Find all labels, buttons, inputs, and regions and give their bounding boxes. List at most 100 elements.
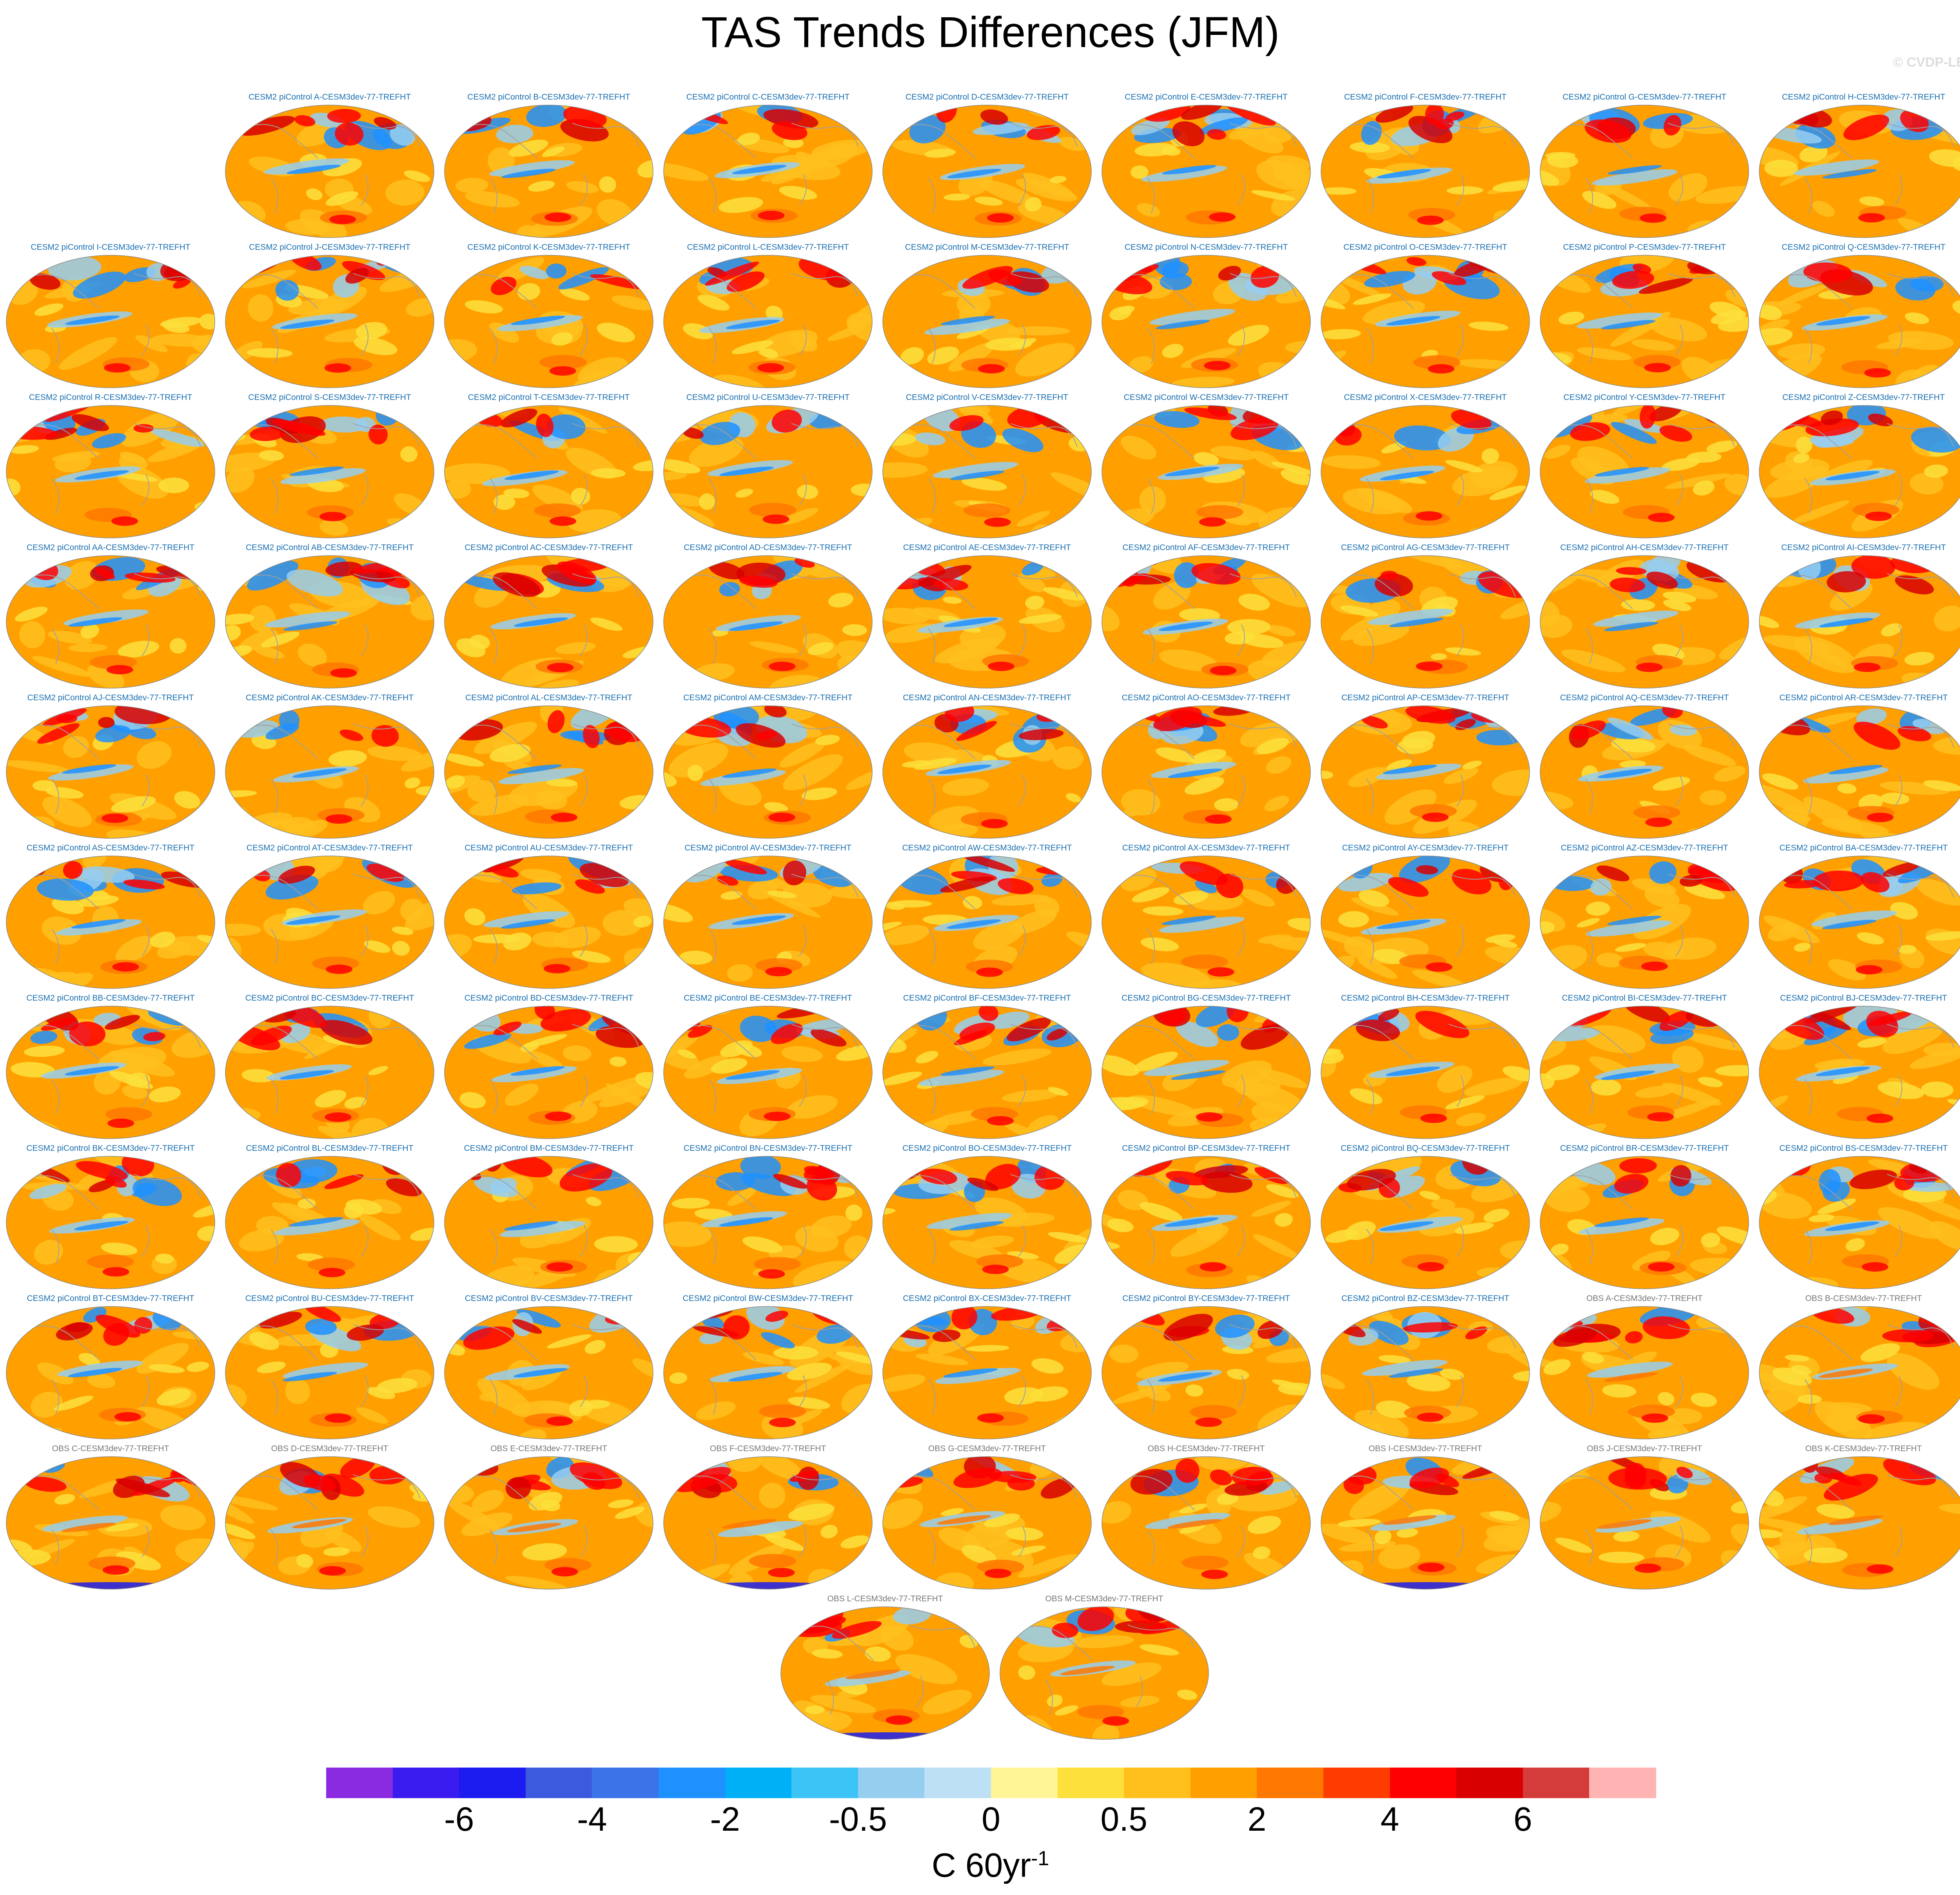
- map-region-pacific-core: [286, 915, 341, 925]
- map-outline: [444, 405, 653, 538]
- map-region-yellow: [590, 617, 622, 631]
- map-region-light: [749, 641, 799, 654]
- map-region-warm: [345, 268, 369, 284]
- map-region-light: [6, 1466, 23, 1481]
- map-coastlines: [1123, 1474, 1297, 1565]
- map-region-light: [1321, 213, 1334, 229]
- map-region-pacific-core: [728, 621, 783, 631]
- map-region-warm: [1670, 1165, 1691, 1187]
- map-region-warm: [1218, 266, 1241, 281]
- map-region-pacific-tongue: [264, 158, 350, 175]
- map-region-yellow: [32, 780, 56, 791]
- map-outline: [1102, 1306, 1311, 1439]
- world-map: [225, 856, 434, 989]
- map-region-light: [417, 517, 434, 534]
- world-map: [225, 555, 434, 689]
- map-region-yellow: [1325, 1229, 1358, 1243]
- map-region-pacific-tongue: [1141, 165, 1227, 182]
- map-region-warm: [1849, 1170, 1897, 1189]
- map-panel: CESM2 piControl BU-CESM3dev-77-TREFHT: [224, 1293, 436, 1442]
- map-region-warm: [541, 1009, 591, 1032]
- world-map: [6, 705, 215, 839]
- world-map: [1321, 856, 1530, 989]
- colorbar-box: [1456, 1768, 1523, 1798]
- map-region-yellow: [765, 1535, 804, 1551]
- map-region-light: [135, 335, 168, 352]
- map-region-light: [385, 180, 425, 206]
- map-region-pacific-core: [1155, 320, 1210, 329]
- map-region-yellow: [900, 347, 924, 365]
- map-region-yellow: [697, 294, 730, 311]
- panel-title: CESM2 piControl AP-CESM3dev-77-TREFHT: [1341, 693, 1510, 702]
- world-map: [663, 105, 873, 238]
- map-region-pacific-core: [1168, 769, 1222, 778]
- map-coastlines: [1343, 1474, 1516, 1565]
- map-panel: CESM2 piControl BA-CESM3dev-77-TREFHT: [1758, 843, 1960, 992]
- map-region-yellow: [773, 1346, 818, 1360]
- map-region-yellow: [1489, 1511, 1519, 1521]
- map-region-yellow: [1684, 885, 1725, 899]
- map-panel: CESM2 piControl M-CESM3dev-77-TREFHT: [881, 242, 1093, 391]
- map-region-southern-warm: [963, 503, 1011, 518]
- map-region-yellow: [45, 787, 84, 799]
- map-region-yellow: [1419, 1191, 1440, 1200]
- map-region-light: [1159, 649, 1218, 671]
- panel-title: CESM2 piControl BA-CESM3dev-77-TREFHT: [1779, 843, 1948, 852]
- map-region-warm: [1347, 1169, 1396, 1191]
- map-region-yellow: [1287, 918, 1310, 932]
- map-region-light: [1285, 340, 1310, 354]
- map-region-warm: [1830, 1472, 1862, 1486]
- colorbar-tick-label: -4: [577, 1801, 607, 1838]
- map-region-warm: [1258, 1320, 1284, 1339]
- map-region-light: [935, 637, 1001, 663]
- map-region-warm: [1882, 1329, 1934, 1343]
- map-region-yellow: [1706, 440, 1737, 453]
- map-region-warm: [1814, 1473, 1832, 1484]
- map-region-light: [6, 760, 69, 773]
- map-region-warm: [1042, 106, 1091, 116]
- map-region-light: [883, 462, 928, 478]
- map-region-southern-red: [1428, 364, 1455, 374]
- map-region-pacific-core: [289, 466, 344, 476]
- map-region-yellow: [126, 1072, 151, 1087]
- map-region-cool: [1176, 1021, 1219, 1047]
- map-region-light: [1112, 1384, 1171, 1404]
- map-region-warm: [988, 270, 1022, 286]
- map-panel: CESM2 piControl H-CESM3dev-77-TREFHT: [1758, 92, 1960, 241]
- map-region-yellow: [1043, 587, 1084, 601]
- map-region-light: [516, 225, 545, 238]
- map-region-warm: [1403, 1322, 1458, 1333]
- map-panel: CESM2 piControl BH-CESM3dev-77-TREFHT: [1319, 993, 1531, 1142]
- colorbar-box: [1257, 1768, 1324, 1798]
- map-region-light: [795, 1363, 851, 1393]
- map-region-yellow: [199, 314, 215, 330]
- map-region-pacific-core: [1822, 169, 1877, 179]
- map-panel: CESM2 piControl AQ-CESM3dev-77-TREFHT: [1539, 692, 1750, 841]
- map-coastlines: [1343, 423, 1516, 514]
- map-region-warm: [1676, 1466, 1693, 1479]
- map-region-pacific-tongue: [274, 1219, 360, 1235]
- map-coastlines: [466, 423, 639, 514]
- map-region-yellow: [1846, 1238, 1865, 1252]
- map-region-yellow: [1785, 1354, 1809, 1362]
- map-region-yellow: [840, 1535, 869, 1549]
- map-region-warm: [1824, 1473, 1878, 1501]
- map-region-cool: [305, 1319, 337, 1335]
- map-region-pacific-tongue: [1811, 910, 1897, 927]
- world-map: [225, 1456, 434, 1590]
- world-map: [1540, 1156, 1749, 1289]
- map-region-light: [400, 898, 425, 921]
- panel-title: CESM2 piControl AL-CESM3dev-77-TREFHT: [465, 693, 632, 702]
- map-region-southern-red: [1209, 212, 1236, 222]
- map-region-light: [1486, 1525, 1530, 1550]
- map-outline: [225, 856, 434, 989]
- map-region-yellow: [404, 170, 430, 182]
- map-region-warm: [978, 1006, 998, 1021]
- map-region-yellow: [805, 1705, 825, 1714]
- map-region-yellow: [1281, 469, 1310, 485]
- map-region-pacific-core: [504, 1221, 559, 1231]
- map-region-light: [239, 630, 278, 651]
- map-coastlines: [247, 1324, 420, 1415]
- map-region-cool: [1856, 708, 1887, 725]
- map-region-cool: [909, 115, 946, 144]
